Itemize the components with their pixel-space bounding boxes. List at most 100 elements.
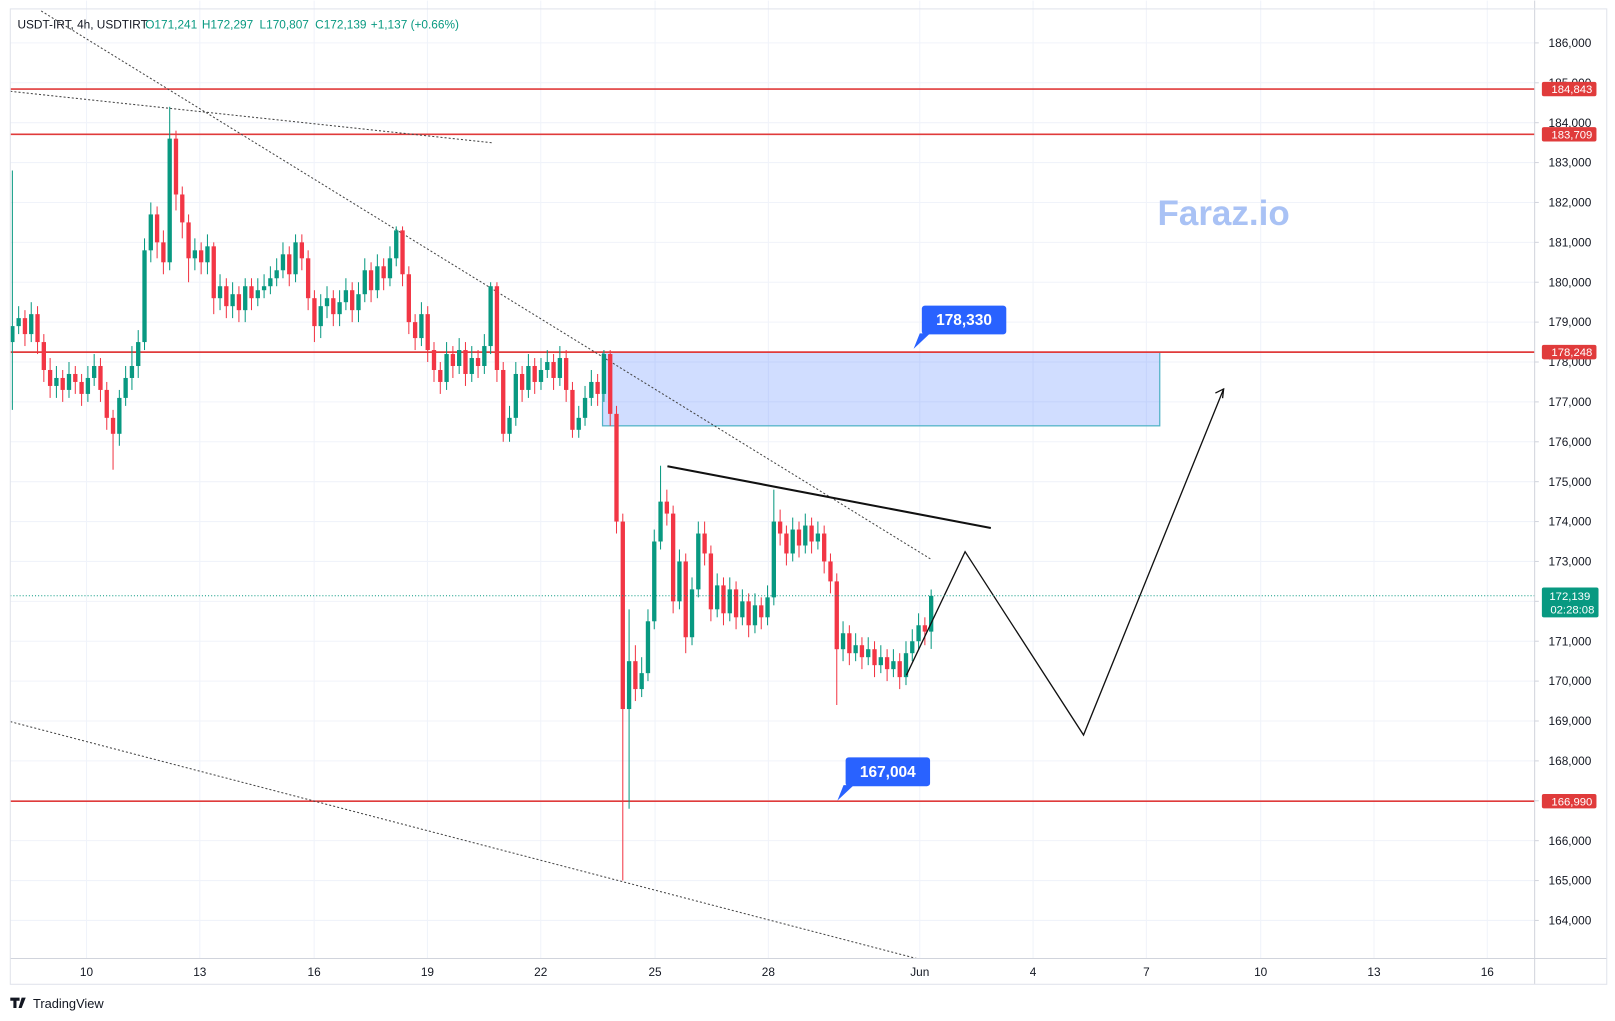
candle-body — [331, 298, 336, 315]
y-tick-label: 165,000 — [1549, 874, 1592, 888]
candle-body — [180, 194, 185, 223]
candle-body — [702, 533, 707, 554]
candle-body — [689, 589, 695, 638]
candle-body — [815, 533, 821, 542]
candle-body — [73, 373, 78, 382]
candle-body — [626, 661, 632, 710]
candle-body — [469, 358, 474, 374]
y-tick-label: 176,000 — [1549, 435, 1592, 449]
candle-body — [10, 326, 15, 343]
y-tick-label: 179,000 — [1549, 315, 1592, 329]
candle-body — [897, 661, 902, 678]
candle-body — [167, 138, 172, 263]
overlay: 184,843 183,709 178,248 166,990 172,13902:28… — [10, 81, 1599, 809]
candle-body — [872, 649, 877, 666]
x-tick-label: 16 — [308, 965, 322, 979]
candle-body — [35, 314, 40, 343]
candle-body — [840, 633, 846, 650]
y-tick-label: 184,000 — [1549, 116, 1592, 130]
candle-body — [381, 266, 386, 279]
ohlc-open: O171,241 — [145, 17, 197, 31]
resistance-line — [667, 465, 992, 530]
candle-body — [47, 369, 53, 386]
candle-body — [387, 258, 393, 279]
candle-body — [891, 661, 896, 670]
candle-body — [551, 362, 556, 378]
candle-body — [425, 314, 430, 351]
candle-body — [733, 589, 739, 618]
symbol: USDT-IRT, 4h, USDTIRT — [18, 17, 148, 31]
candle-body — [519, 373, 525, 390]
candle-body — [362, 270, 367, 295]
frame — [9, 8, 1608, 985]
candle-body — [765, 597, 770, 618]
candle-body — [928, 595, 934, 632]
candle-body — [784, 533, 789, 554]
candle-body — [299, 242, 305, 259]
candle-body — [576, 417, 581, 430]
supply-zone — [601, 351, 1161, 427]
trendline — [10, 90, 493, 144]
candle-body — [853, 645, 858, 654]
candle-body — [186, 222, 191, 259]
candle-body — [639, 673, 644, 690]
candle-body — [400, 230, 405, 275]
x-tick-label: 13 — [1367, 965, 1381, 979]
candle-body — [645, 621, 651, 674]
candle-body — [22, 318, 28, 335]
callout-label: 178,330 — [936, 312, 992, 329]
levels-layer — [10, 88, 1535, 803]
brand-logo — [10, 997, 26, 1008]
candle-body — [249, 286, 254, 299]
candle-body — [475, 358, 481, 366]
candle-body — [608, 354, 613, 414]
candle-body — [614, 413, 619, 522]
candle-body — [482, 346, 487, 366]
trendline — [10, 721, 917, 960]
candle-body — [633, 661, 638, 690]
candle-body — [507, 417, 512, 434]
y-tick-label: 170,000 — [1549, 674, 1592, 688]
countdown: 02:28:08 — [1550, 604, 1594, 616]
candle-body — [444, 354, 449, 382]
candle-body — [771, 521, 776, 598]
candle-body — [494, 286, 500, 370]
zone-layer — [601, 351, 1161, 427]
candle-body — [406, 274, 411, 323]
candle-body — [866, 649, 871, 658]
candle-body — [538, 369, 544, 382]
level-label: 166,990 — [1551, 796, 1592, 808]
candle-body — [224, 286, 229, 307]
level-badge — [1541, 127, 1597, 142]
candle-body — [337, 302, 342, 315]
candle-body — [589, 381, 594, 398]
change: +1,137 (+0.66%) — [371, 17, 459, 31]
ohlc-low: L170,807 — [260, 17, 309, 31]
candle-body — [677, 561, 682, 602]
candle-body — [790, 529, 795, 554]
candle-body — [658, 501, 663, 542]
brand: TradingView — [33, 996, 104, 1011]
candle-body — [148, 214, 153, 251]
candle-body — [513, 373, 518, 418]
candle-body — [29, 314, 34, 335]
candle-body — [922, 625, 928, 632]
candle-body — [54, 377, 59, 386]
y-tick-label: 169,000 — [1549, 714, 1592, 728]
last-price-badge — [1541, 587, 1599, 618]
y-tick-label: 181,000 — [1549, 235, 1592, 249]
y-tick-label: 171,000 — [1549, 634, 1592, 648]
candle-body — [557, 358, 563, 378]
candle-body — [136, 342, 141, 366]
level-badge — [1541, 793, 1597, 809]
candle-body — [501, 369, 506, 434]
candle-body — [287, 254, 292, 275]
candle-body — [261, 286, 267, 291]
y-tick-label: 177,000 — [1549, 395, 1592, 409]
candle-body — [532, 365, 537, 382]
candle-body — [916, 625, 921, 642]
candle-body — [161, 242, 166, 263]
candle-body — [721, 585, 726, 614]
ohlc-close: C172,139 — [315, 17, 367, 31]
